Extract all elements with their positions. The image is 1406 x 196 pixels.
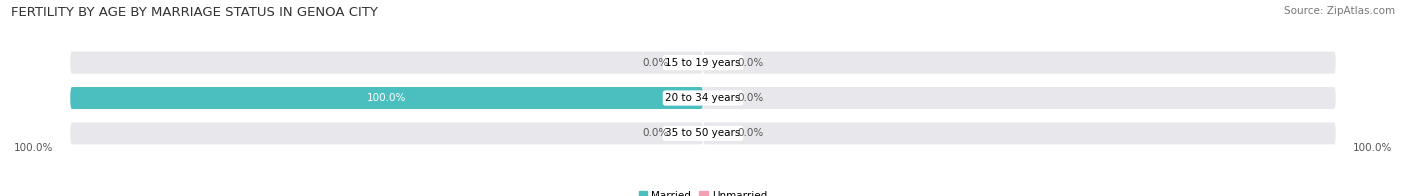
FancyBboxPatch shape <box>672 127 688 139</box>
Text: 0.0%: 0.0% <box>643 128 668 138</box>
Text: 100.0%: 100.0% <box>367 93 406 103</box>
Text: 0.0%: 0.0% <box>738 58 763 68</box>
FancyBboxPatch shape <box>718 127 734 139</box>
FancyBboxPatch shape <box>70 52 703 74</box>
FancyBboxPatch shape <box>672 92 688 104</box>
Text: FERTILITY BY AGE BY MARRIAGE STATUS IN GENOA CITY: FERTILITY BY AGE BY MARRIAGE STATUS IN G… <box>11 6 378 19</box>
FancyBboxPatch shape <box>718 92 734 104</box>
FancyBboxPatch shape <box>70 87 703 109</box>
Text: 0.0%: 0.0% <box>738 128 763 138</box>
Text: 35 to 50 years: 35 to 50 years <box>665 128 741 138</box>
Text: 15 to 19 years: 15 to 19 years <box>665 58 741 68</box>
FancyBboxPatch shape <box>703 87 1336 109</box>
FancyBboxPatch shape <box>70 87 703 109</box>
FancyBboxPatch shape <box>672 57 688 69</box>
Text: 20 to 34 years: 20 to 34 years <box>665 93 741 103</box>
Text: 100.0%: 100.0% <box>13 143 53 153</box>
FancyBboxPatch shape <box>70 122 703 144</box>
Text: 0.0%: 0.0% <box>738 93 763 103</box>
Legend: Married, Unmarried: Married, Unmarried <box>634 186 772 196</box>
Text: Source: ZipAtlas.com: Source: ZipAtlas.com <box>1284 6 1395 16</box>
FancyBboxPatch shape <box>718 57 734 69</box>
Text: 0.0%: 0.0% <box>643 58 668 68</box>
FancyBboxPatch shape <box>703 122 1336 144</box>
Text: 100.0%: 100.0% <box>1353 143 1392 153</box>
FancyBboxPatch shape <box>703 52 1336 74</box>
